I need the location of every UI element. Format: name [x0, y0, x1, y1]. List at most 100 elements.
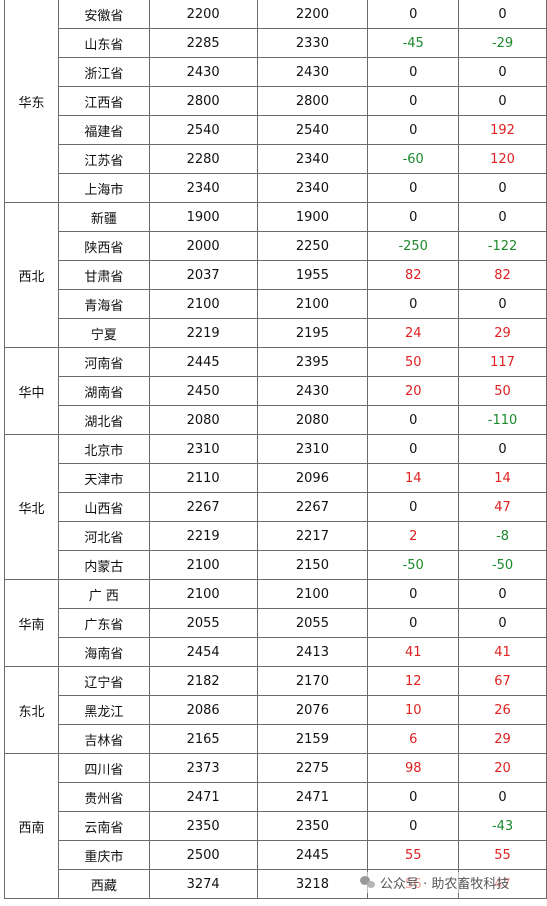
change-cell-2: 0 — [458, 202, 547, 232]
province-cell: 河南省 — [57, 347, 150, 377]
change-cell-2: 29 — [458, 724, 547, 754]
province-cell: 浙江省 — [57, 57, 150, 87]
change-cell-2: -50 — [458, 550, 547, 580]
price-previous-cell: 2445 — [256, 840, 369, 870]
change-cell-2: 0 — [458, 434, 547, 464]
region-cell: 华南 — [4, 579, 59, 667]
province-cell: 安徽省 — [57, 0, 150, 29]
region-cell: 东北 — [4, 666, 59, 754]
province-cell: 贵州省 — [57, 782, 150, 812]
table-row: 宁夏 2219 2195 24 29 — [5, 318, 547, 348]
change-cell-2: -8 — [458, 521, 547, 551]
price-previous-cell: 2055 — [256, 608, 369, 638]
province-cell: 云南省 — [57, 811, 150, 841]
change-cell: 0 — [367, 608, 460, 638]
change-cell: -250 — [367, 231, 460, 261]
province-cell: 上海市 — [57, 173, 150, 203]
change-cell: 0 — [367, 115, 460, 145]
region-cell: 西南 — [4, 753, 59, 899]
price-previous-cell: 2330 — [256, 28, 369, 58]
price-current-cell: 2165 — [148, 724, 258, 754]
price-previous-cell: 2471 — [256, 782, 369, 812]
table-row: 重庆市 2500 2445 55 55 — [5, 840, 547, 870]
province-cell: 江西省 — [57, 86, 150, 116]
price-current-cell: 3274 — [148, 869, 258, 899]
table-row: 上海市 2340 2340 0 0 — [5, 173, 547, 203]
change-cell: 0 — [367, 811, 460, 841]
table-row: 福建省 2540 2540 0 192 — [5, 115, 547, 145]
price-current-cell: 2800 — [148, 86, 258, 116]
province-cell: 天津市 — [57, 463, 150, 493]
change-cell-2: 14 — [458, 463, 547, 493]
province-cell: 黑龙江 — [57, 695, 150, 725]
price-current-cell: 2500 — [148, 840, 258, 870]
price-current-cell: 2182 — [148, 666, 258, 696]
province-cell: 北京市 — [57, 434, 150, 464]
change-cell: -50 — [367, 550, 460, 580]
price-current-cell: 2540 — [148, 115, 258, 145]
price-current-cell: 2454 — [148, 637, 258, 667]
price-current-cell: 2430 — [148, 57, 258, 87]
table-row: 陕西省 2000 2250 -250 -122 — [5, 231, 547, 261]
table-row: 山西省 2267 2267 0 47 — [5, 492, 547, 522]
price-previous-cell: 2340 — [256, 144, 369, 174]
table-row: 山东省 2285 2330 -45 -29 — [5, 28, 547, 58]
province-cell: 河北省 — [57, 521, 150, 551]
table-row: 黑龙江 2086 2076 10 26 — [5, 695, 547, 725]
table-row: 内蒙古 2100 2150 -50 -50 — [5, 550, 547, 580]
change-cell-2: 47 — [458, 492, 547, 522]
province-cell: 广东省 — [57, 608, 150, 638]
table-row: 海南省 2454 2413 41 41 — [5, 637, 547, 667]
change-cell: 0 — [367, 57, 460, 87]
province-cell: 湖南省 — [57, 376, 150, 406]
price-current-cell: 2110 — [148, 463, 258, 493]
province-cell: 四川省 — [57, 753, 150, 783]
price-current-cell: 2445 — [148, 347, 258, 377]
change-cell: -60 — [367, 144, 460, 174]
change-cell: 41 — [367, 637, 460, 667]
province-cell: 青海省 — [57, 289, 150, 319]
price-current-cell: 2100 — [148, 289, 258, 319]
price-previous-cell: 2275 — [256, 753, 369, 783]
province-cell: 福建省 — [57, 115, 150, 145]
price-current-cell: 2373 — [148, 753, 258, 783]
price-previous-cell: 2267 — [256, 492, 369, 522]
change-cell: 55 — [367, 840, 460, 870]
table-row: 西南 四川省 2373 2275 98 20 — [4, 753, 547, 899]
change-cell: 0 — [367, 289, 460, 319]
price-previous-cell: 2800 — [256, 86, 369, 116]
province-cell: 海南省 — [57, 637, 150, 667]
price-current-cell: 2055 — [148, 608, 258, 638]
province-cell: 新疆 — [57, 202, 150, 232]
change-cell-2: -122 — [458, 231, 547, 261]
change-cell: 82 — [367, 260, 460, 290]
table-row: 河北省 2219 2217 2 -8 — [5, 521, 547, 551]
price-current-cell: 2080 — [148, 405, 258, 435]
region-cell: 华北 — [4, 434, 59, 580]
table-row: 东北 辽宁省 2182 2170 12 67 — [4, 666, 547, 754]
price-previous-cell: 2150 — [256, 550, 369, 580]
change-cell-2: 0 — [458, 579, 547, 609]
price-previous-cell: 2350 — [256, 811, 369, 841]
change-cell-2: 67 — [458, 666, 547, 696]
change-cell: 0 — [367, 405, 460, 435]
table-row: 华东 安徽省 2200 2200 0 0 — [4, 0, 547, 203]
price-previous-cell: 2170 — [256, 666, 369, 696]
table-row: 吉林省 2165 2159 6 29 — [5, 724, 547, 754]
table-row: 江苏省 2280 2340 -60 120 — [5, 144, 547, 174]
price-current-cell: 2219 — [148, 521, 258, 551]
change-cell-2: 0 — [458, 0, 547, 29]
price-previous-cell: 3218 — [256, 869, 369, 899]
table-row: 湖北省 2080 2080 0 -110 — [5, 405, 547, 435]
change-cell: 6 — [367, 724, 460, 754]
price-current-cell: 2340 — [148, 173, 258, 203]
watermark-text: 公众号 · 助农畜牧科技 — [380, 877, 510, 892]
table-row: 浙江省 2430 2430 0 0 — [5, 57, 547, 87]
price-current-cell: 2100 — [148, 550, 258, 580]
province-cell: 山东省 — [57, 28, 150, 58]
price-previous-cell: 2310 — [256, 434, 369, 464]
price-previous-cell: 2540 — [256, 115, 369, 145]
price-previous-cell: 1900 — [256, 202, 369, 232]
price-current-cell: 2037 — [148, 260, 258, 290]
change-cell-2: 26 — [458, 695, 547, 725]
